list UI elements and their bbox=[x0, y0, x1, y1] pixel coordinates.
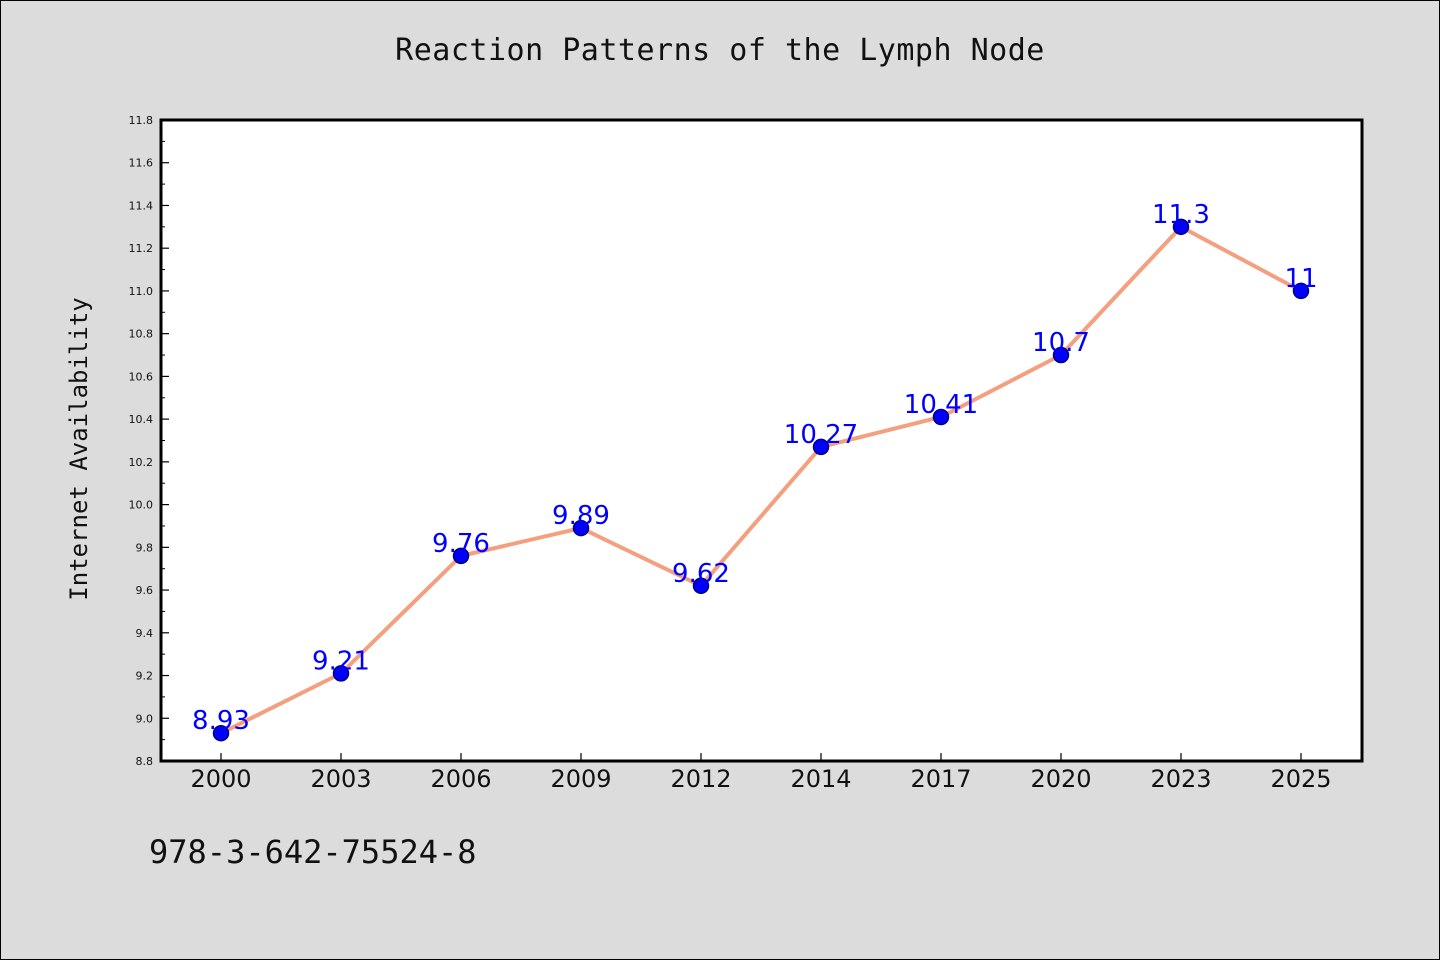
y-tick-label: 11.2 bbox=[129, 242, 154, 255]
data-label: 8.93 bbox=[192, 706, 250, 736]
x-tick-label: 2012 bbox=[670, 765, 731, 793]
data-label: 9.62 bbox=[672, 559, 730, 589]
y-tick-label: 10.8 bbox=[129, 328, 154, 341]
data-point bbox=[332, 665, 350, 682]
footer-code: 978-3-642-75524-8 bbox=[149, 833, 477, 871]
y-tick-label: 9.8 bbox=[136, 541, 154, 554]
data-label: 10.41 bbox=[904, 390, 978, 420]
data-point bbox=[1292, 282, 1310, 300]
y-tick-label: 11.6 bbox=[129, 157, 154, 170]
data-label: 9.76 bbox=[432, 529, 490, 559]
data-label: 10.27 bbox=[784, 420, 858, 450]
y-tick-label: 10.6 bbox=[129, 370, 154, 383]
y-tick-label: 10.0 bbox=[129, 499, 154, 512]
y-tick-label: 9.6 bbox=[136, 584, 154, 597]
x-tick-label: 2017 bbox=[910, 765, 971, 793]
x-tick-label: 2020 bbox=[1030, 765, 1091, 793]
y-tick-label: 10.4 bbox=[129, 413, 154, 426]
x-tick-label: 2009 bbox=[550, 765, 611, 793]
data-point bbox=[812, 438, 830, 456]
series-line bbox=[219, 224, 1303, 736]
data-label: 11.3 bbox=[1152, 200, 1210, 230]
y-tick-label: 11.0 bbox=[129, 285, 154, 298]
y-tick-label: 8.8 bbox=[136, 755, 154, 768]
x-tick-label: 2000 bbox=[190, 765, 251, 793]
data-label: 9.89 bbox=[552, 501, 610, 531]
chart-title: Reaction Patterns of the Lymph Node bbox=[395, 33, 1045, 68]
data-point bbox=[1052, 346, 1070, 364]
data-point bbox=[572, 519, 590, 537]
y-axis-ticks: 8.8 9.0 9.2 9.4 9.6 9.8 10.0 10.2 10.4 10.6 10.8 11… bbox=[129, 114, 169, 768]
series-group: 8.93 9.21 9.76 9.89 9.62 10.27 10.41 10.7 11.3 11 bbox=[192, 200, 1318, 742]
x-tick-label: 2014 bbox=[790, 765, 851, 793]
x-tick-label: 2006 bbox=[430, 765, 491, 793]
data-point bbox=[692, 577, 710, 595]
y-tick-label: 11.8 bbox=[129, 114, 154, 127]
y-tick-label: 9.4 bbox=[136, 627, 154, 640]
y-tick-label: 11.4 bbox=[129, 199, 154, 212]
x-tick-label: 2025 bbox=[1270, 765, 1331, 793]
x-tick-label: 2023 bbox=[1150, 765, 1211, 793]
x-tick-label: 2003 bbox=[310, 765, 371, 793]
data-point bbox=[212, 724, 230, 742]
y-tick-label: 10.2 bbox=[129, 456, 154, 469]
data-label: 10.7 bbox=[1032, 328, 1090, 358]
data-point bbox=[932, 408, 950, 426]
data-point bbox=[1172, 218, 1190, 236]
y-axis-label: Internet Availability bbox=[65, 297, 93, 600]
y-tick-label: 9.2 bbox=[136, 670, 154, 683]
data-label: 11 bbox=[1284, 264, 1317, 294]
y-tick-label: 9.0 bbox=[136, 712, 154, 725]
data-label: 9.21 bbox=[312, 646, 370, 676]
x-axis-ticks: 2000 2003 2006 2009 2012 2014 2017 2020 2023 2025 bbox=[190, 753, 1332, 793]
data-point bbox=[452, 547, 470, 565]
